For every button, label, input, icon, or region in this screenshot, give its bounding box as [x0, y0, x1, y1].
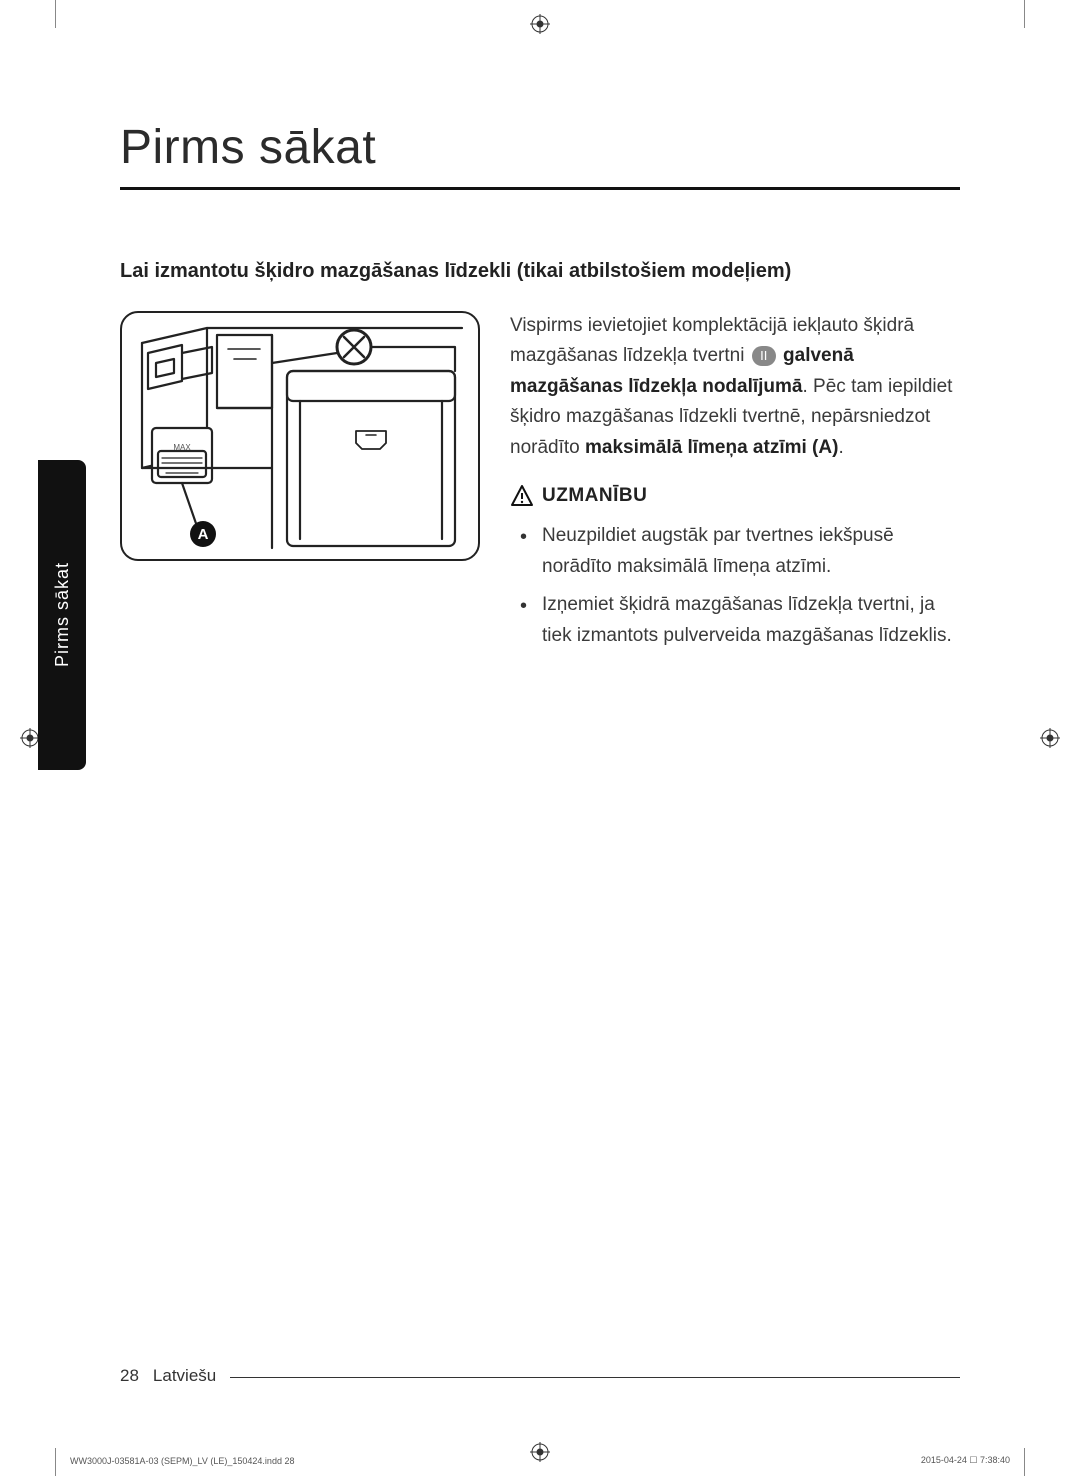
- registration-mark-icon: [530, 1442, 550, 1462]
- footer-rule: [230, 1377, 960, 1378]
- crop-mark: [1024, 1448, 1025, 1476]
- page-footer: 28 Latviešu: [120, 1366, 960, 1386]
- section-side-tab: Pirms sākat: [38, 460, 86, 770]
- crop-mark: [55, 1448, 56, 1476]
- registration-mark-icon: [1040, 728, 1060, 748]
- detergent-drawer-illustration: MAX: [120, 311, 480, 561]
- footer-language: Latviešu: [153, 1366, 216, 1386]
- caution-item: Izņemiet šķidrā mazgāšanas līdzekļa tver…: [510, 590, 960, 651]
- caution-list: Neuzpildiet augstāk par tvertnes iekšpus…: [510, 521, 960, 651]
- caution-item: Neuzpildiet augstāk par tvertnes iekšpus…: [510, 521, 960, 582]
- print-date-info: 2015-04-24 ☐ 7:38:40: [921, 1455, 1010, 1466]
- page-content: Pirms sākat Pirms sākat Lai izmantotu šķ…: [120, 120, 960, 1416]
- registration-mark-icon: [530, 14, 550, 34]
- instruction-text: Vispirms ievietojiet komplektācijā iekļa…: [510, 311, 960, 659]
- page-number: 28: [120, 1366, 139, 1386]
- para-bold: maksimālā līmeņa atzīmi (A): [585, 437, 838, 458]
- crop-mark: [1024, 0, 1025, 28]
- svg-text:MAX: MAX: [173, 443, 191, 452]
- title-divider: [120, 187, 960, 190]
- drawer-svg: MAX: [122, 313, 480, 561]
- page-title: Pirms sākat: [120, 120, 960, 175]
- para-text: .: [838, 437, 843, 458]
- two-column-layout: MAX: [120, 311, 960, 659]
- marker-a-badge: A: [190, 521, 216, 547]
- registration-mark-icon: [20, 728, 40, 748]
- crop-mark: [55, 0, 56, 28]
- print-file-info: WW3000J-03581A-03 (SEPM)_LV (LE)_150424.…: [70, 1456, 294, 1466]
- side-tab-label: Pirms sākat: [52, 562, 73, 667]
- caution-label: UZMANĪBU: [542, 481, 647, 511]
- caution-header: UZMANĪBU: [510, 481, 960, 511]
- instruction-paragraph: Vispirms ievietojiet komplektācijā iekļa…: [510, 311, 960, 463]
- section-subtitle: Lai izmantotu šķidro mazgāšanas līdzekli…: [120, 260, 960, 283]
- warning-icon: [510, 484, 534, 508]
- compartment-two-badge: II: [752, 346, 776, 366]
